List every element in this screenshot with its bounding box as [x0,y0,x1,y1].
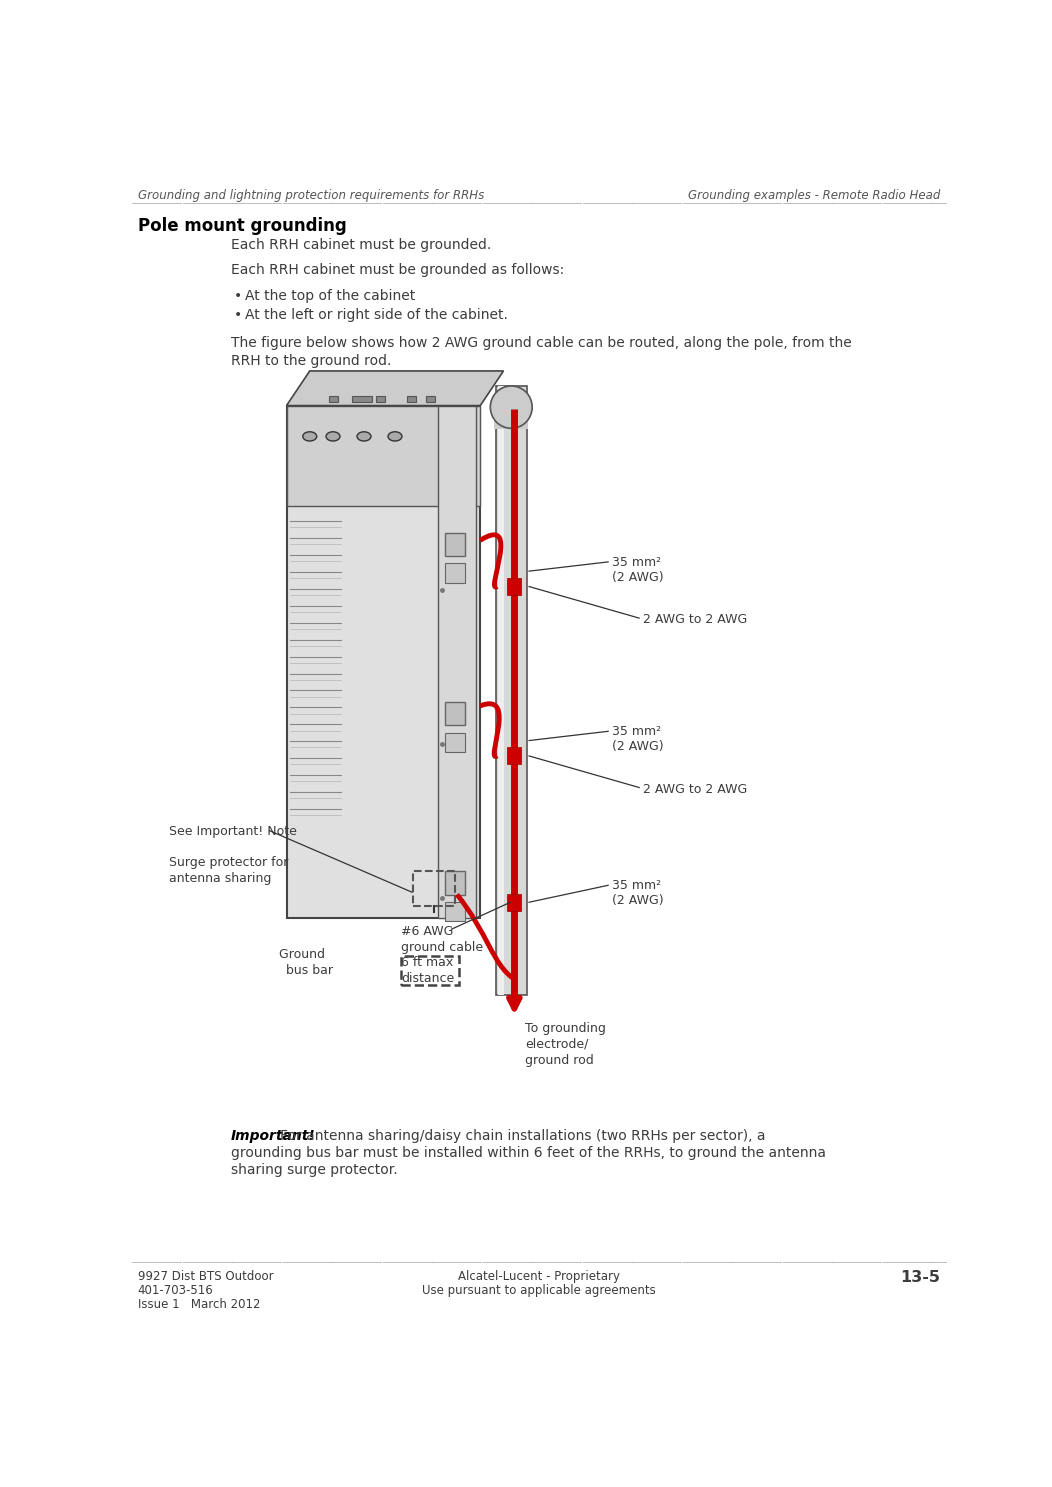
Bar [407,396,416,401]
Bar [445,733,465,752]
Text: Each RRH cabinet must be grounded.: Each RRH cabinet must be grounded. [230,238,491,253]
Text: grounding bus bar must be installed within 6 feet of the RRHs, to ground the ant: grounding bus bar must be installed with… [230,1146,826,1160]
Text: At the top of the cabinet: At the top of the cabinet [245,288,414,302]
Text: Each RRH cabinet must be grounded as follows:: Each RRH cabinet must be grounded as fol… [230,263,564,277]
Bar [507,894,522,910]
Ellipse shape [490,387,532,428]
Bar [426,396,436,401]
Ellipse shape [326,431,340,442]
Text: •: • [234,288,242,302]
Text: •: • [234,308,242,321]
Polygon shape [286,370,504,406]
Bar [445,702,465,726]
Text: Use pursuant to applicable agreements: Use pursuant to applicable agreements [422,1285,656,1297]
Text: Surge protector for
antenna sharing: Surge protector for antenna sharing [168,857,288,885]
Text: sharing surge protector.: sharing surge protector. [230,1163,398,1178]
Text: 9927 Dist BTS Outdoor: 9927 Dist BTS Outdoor [138,1270,274,1283]
Ellipse shape [357,431,371,442]
Ellipse shape [303,431,317,442]
Bar [495,387,527,995]
Text: Pole mount grounding: Pole mount grounding [138,217,346,235]
Text: Alcatel-Lucent - Proprietary: Alcatel-Lucent - Proprietary [459,1270,620,1283]
Bar [286,406,481,917]
Bar [507,578,522,595]
Bar [352,396,371,401]
Text: Important!: Important! [230,1130,316,1144]
Text: Ground  
bus bar: Ground bus bar [279,949,333,977]
Text: Grounding and lightning protection requirements for RRHs: Grounding and lightning protection requi… [138,189,484,202]
Bar [412,871,456,906]
Bar [329,396,339,401]
Text: See Important! Note: See Important! Note [168,825,297,839]
Text: #6 AWG
ground cable: #6 AWG ground cable [401,925,483,955]
Bar [376,396,385,401]
Bar [498,387,504,995]
Text: 2 AWG to 2 AWG: 2 AWG to 2 AWG [643,614,747,626]
Text: 35 mm²
(2 AWG): 35 mm² (2 AWG) [612,879,664,907]
Bar [401,956,460,986]
Text: 35 mm²
(2 AWG): 35 mm² (2 AWG) [612,726,664,752]
Bar [507,748,522,764]
Bar [445,564,465,583]
Text: 6 ft max
distance: 6 ft max distance [401,956,454,986]
Text: The figure below shows how 2 AWG ground cable can be routed, along the pole, fro: The figure below shows how 2 AWG ground … [230,336,851,351]
Text: To grounding
electrode/
ground rod: To grounding electrode/ ground rod [525,1022,606,1066]
Text: 2 AWG to 2 AWG: 2 AWG to 2 AWG [643,782,747,796]
Text: 13-5: 13-5 [901,1270,940,1285]
Bar [445,903,465,922]
Bar [445,871,465,895]
Ellipse shape [388,431,402,442]
Text: RRH to the ground rod.: RRH to the ground rod. [230,354,391,367]
Text: Grounding examples - Remote Radio Head: Grounding examples - Remote Radio Head [688,189,940,202]
Text: Issue 1   March 2012: Issue 1 March 2012 [138,1298,260,1312]
Bar [445,532,465,556]
Text: 401-703-516: 401-703-516 [138,1285,214,1297]
Text: At the left or right side of the cabinet.: At the left or right side of the cabinet… [245,308,507,321]
Bar [494,407,528,428]
Bar [438,406,477,917]
Bar [286,406,481,506]
Text: For antenna sharing/daisy chain installations (two RRHs per sector), a: For antenna sharing/daisy chain installa… [280,1130,765,1144]
Text: 35 mm²
(2 AWG): 35 mm² (2 AWG) [612,556,664,584]
